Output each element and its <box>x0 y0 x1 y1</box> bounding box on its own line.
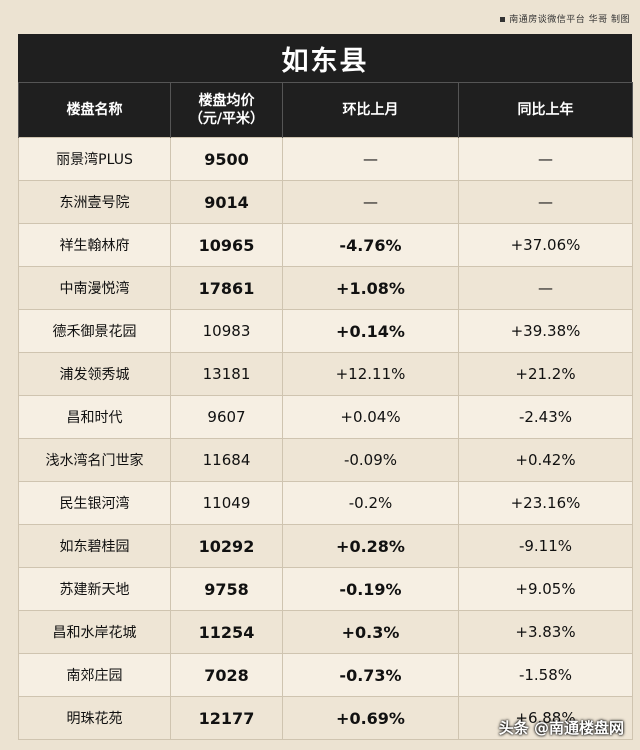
cell-price: 10965 <box>170 223 283 267</box>
cell-price: 11049 <box>170 481 283 525</box>
cell-mom: +0.69% <box>282 696 459 740</box>
cell-yoy: -9.11% <box>458 524 633 568</box>
credit-text: 南通房谈微信平台 华哥 制图 <box>500 12 630 25</box>
cell-mom: -0.73% <box>282 653 459 697</box>
table-row: 祥生翰林府 10965 -4.76% +37.06% <box>18 223 633 267</box>
table-row: 南郊庄园 7028 -0.73% -1.58% <box>18 653 633 697</box>
cell-name: 南郊庄园 <box>18 653 171 697</box>
cell-price: 10983 <box>170 309 283 353</box>
header-row: 楼盘名称 楼盘均价 （元/平米） 环比上月 同比上年 <box>18 82 633 138</box>
table-row: 如东碧桂园 10292 +0.28% -9.11% <box>18 524 633 568</box>
cell-mom: -0.19% <box>282 567 459 611</box>
cell-yoy: +3.83% <box>458 610 633 654</box>
cell-name: 中南漫悦湾 <box>18 266 171 310</box>
cell-name: 昌和水岸花城 <box>18 610 171 654</box>
cell-name: 明珠花苑 <box>18 696 171 740</box>
cell-name: 昌和时代 <box>18 395 171 439</box>
cell-yoy: — <box>458 180 633 224</box>
table-row: 东洲壹号院 9014 — — <box>18 180 633 224</box>
cell-name: 浦发领秀城 <box>18 352 171 396</box>
cell-name: 苏建新天地 <box>18 567 171 611</box>
cell-mom: — <box>282 137 459 181</box>
cell-yoy: +9.05% <box>458 567 633 611</box>
header-price-line1: 楼盘均价 <box>198 93 255 109</box>
header-price: 楼盘均价 （元/平米） <box>170 82 283 138</box>
cell-yoy: +0.42% <box>458 438 633 482</box>
table-row: 丽景湾PLUS 9500 — — <box>18 137 633 181</box>
cell-mom: +0.14% <box>282 309 459 353</box>
cell-mom: +1.08% <box>282 266 459 310</box>
cell-price: 9758 <box>170 567 283 611</box>
table-row: 昌和水岸花城 11254 +0.3% +3.83% <box>18 610 633 654</box>
cell-name: 丽景湾PLUS <box>18 137 171 181</box>
cell-yoy: — <box>458 266 633 310</box>
cell-yoy: +6.88% <box>458 696 633 740</box>
cell-price: 9607 <box>170 395 283 439</box>
watermark-text: 头条 @南通楼盘网 <box>498 719 624 737</box>
cell-price: 13181 <box>170 352 283 396</box>
header-yoy: 同比上年 <box>458 82 633 138</box>
cell-yoy: +39.38% <box>458 309 633 353</box>
cell-name: 祥生翰林府 <box>18 223 171 267</box>
cell-name: 民生银河湾 <box>18 481 171 525</box>
cell-yoy: +21.2% <box>458 352 633 396</box>
cell-mom: -0.09% <box>282 438 459 482</box>
cell-price: 17861 <box>170 266 283 310</box>
table-row: 民生银河湾 11049 -0.2% +23.16% <box>18 481 633 525</box>
table-row: 浅水湾名门世家 11684 -0.09% +0.42% <box>18 438 633 482</box>
cell-mom: +0.04% <box>282 395 459 439</box>
table-row: 浦发领秀城 13181 +12.11% +21.2% <box>18 352 633 396</box>
cell-mom: -4.76% <box>282 223 459 267</box>
cell-yoy: +37.06% <box>458 223 633 267</box>
cell-price: 9500 <box>170 137 283 181</box>
cell-mom: +0.3% <box>282 610 459 654</box>
table-title: 如东县 <box>18 34 632 82</box>
cell-mom: — <box>282 180 459 224</box>
cell-mom: -0.2% <box>282 481 459 525</box>
cell-price: 7028 <box>170 653 283 697</box>
table-row: 中南漫悦湾 17861 +1.08% — <box>18 266 633 310</box>
cell-yoy: +23.16% <box>458 481 633 525</box>
price-table: 楼盘名称 楼盘均价 （元/平米） 环比上月 同比上年 丽景湾PLUS 9500 … <box>18 82 633 740</box>
table-row: 昌和时代 9607 +0.04% -2.43% <box>18 395 633 439</box>
cell-mom: +0.28% <box>282 524 459 568</box>
cell-name: 德禾御景花园 <box>18 309 171 353</box>
cell-price: 11254 <box>170 610 283 654</box>
price-table-panel: 如东县 楼盘名称 楼盘均价 （元/平米） 环比上月 同比上年 丽景湾PLUS 9… <box>18 34 633 740</box>
cell-yoy: — <box>458 137 633 181</box>
cell-name: 浅水湾名门世家 <box>18 438 171 482</box>
cell-price: 12177 <box>170 696 283 740</box>
cell-name: 如东碧桂园 <box>18 524 171 568</box>
header-price-line2: （元/平米） <box>188 111 265 127</box>
square-bullet-icon <box>500 17 506 22</box>
cell-price: 9014 <box>170 180 283 224</box>
cell-yoy: -2.43% <box>458 395 633 439</box>
cell-price: 10292 <box>170 524 283 568</box>
table-row: 明珠花苑 12177 +0.69% +6.88% <box>18 696 633 740</box>
cell-mom: +12.11% <box>282 352 459 396</box>
header-mom: 环比上月 <box>282 82 459 138</box>
table-row: 苏建新天地 9758 -0.19% +9.05% <box>18 567 633 611</box>
table-row: 德禾御景花园 10983 +0.14% +39.38% <box>18 309 633 353</box>
cell-price: 11684 <box>170 438 283 482</box>
cell-name: 东洲壹号院 <box>18 180 171 224</box>
header-name: 楼盘名称 <box>18 82 171 138</box>
cell-yoy: -1.58% <box>458 653 633 697</box>
credit-label: 南通房谈微信平台 华哥 制图 <box>509 15 630 25</box>
